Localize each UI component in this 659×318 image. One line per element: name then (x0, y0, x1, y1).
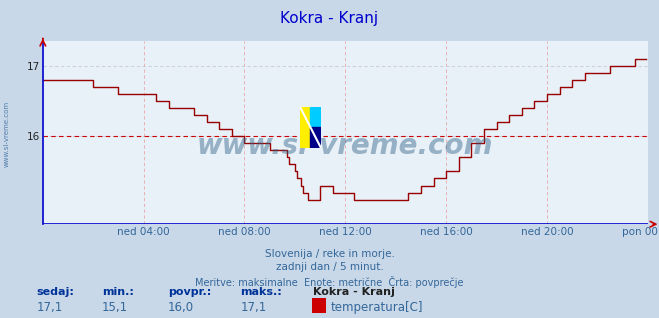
Text: 15,1: 15,1 (102, 301, 129, 314)
Text: povpr.:: povpr.: (168, 287, 212, 297)
Text: zadnji dan / 5 minut.: zadnji dan / 5 minut. (275, 262, 384, 272)
Text: temperatura[C]: temperatura[C] (331, 301, 423, 314)
Bar (310, 107, 321, 127)
Text: Meritve: maksimalne  Enote: metrične  Črta: povprečje: Meritve: maksimalne Enote: metrične Črta… (195, 276, 464, 288)
Bar (300, 107, 310, 148)
Text: 17,1: 17,1 (241, 301, 267, 314)
Text: Slovenija / reke in morje.: Slovenija / reke in morje. (264, 249, 395, 259)
Text: Kokra - Kranj: Kokra - Kranj (281, 11, 378, 26)
Text: 16,0: 16,0 (168, 301, 194, 314)
Bar (310, 127, 321, 148)
Text: sedaj:: sedaj: (36, 287, 74, 297)
Text: www.si-vreme.com: www.si-vreme.com (197, 132, 494, 160)
Text: Kokra - Kranj: Kokra - Kranj (313, 287, 395, 297)
Text: min.:: min.: (102, 287, 134, 297)
Text: www.si-vreme.com: www.si-vreme.com (4, 100, 10, 167)
Text: maks.:: maks.: (241, 287, 282, 297)
Text: 17,1: 17,1 (36, 301, 63, 314)
